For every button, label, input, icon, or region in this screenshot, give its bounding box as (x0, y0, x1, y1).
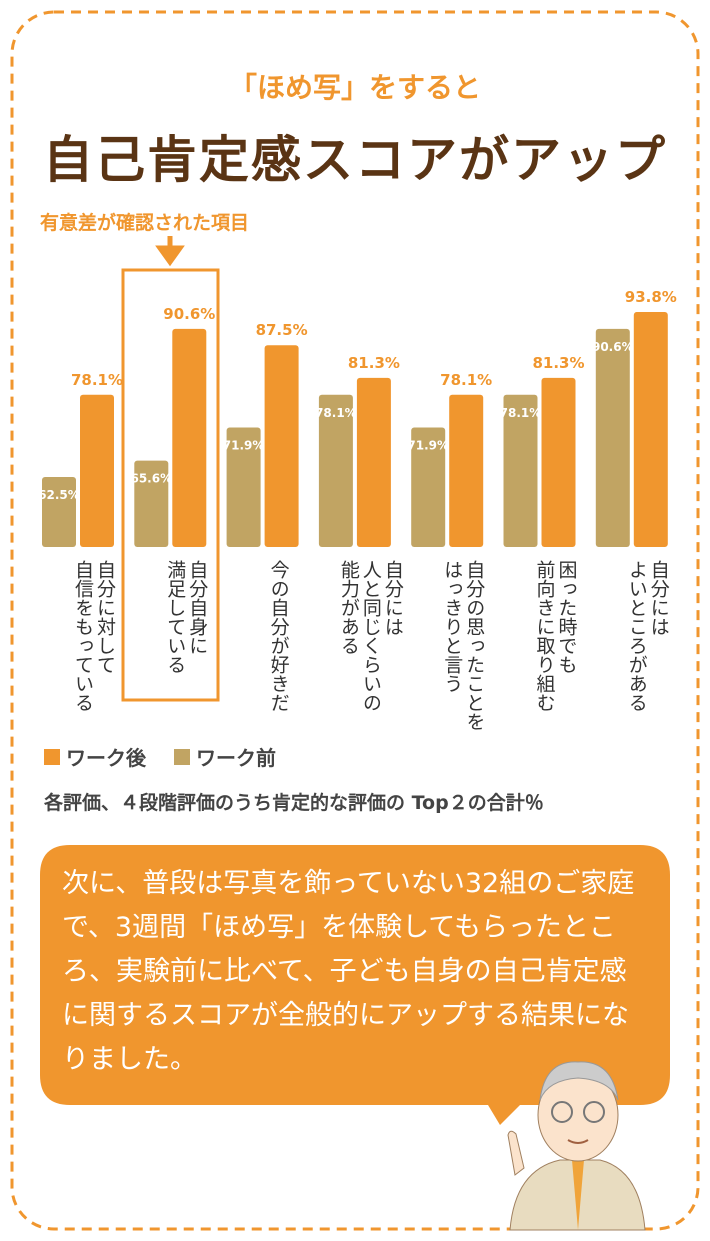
value-label: 71.9% (407, 438, 449, 452)
legend-swatch (44, 748, 60, 765)
value-label: 90.6% (163, 305, 215, 323)
highlight-box (121, 268, 220, 702)
category-label: 自分の思ったことを はっきりと言う (441, 560, 486, 731)
legend-item: ワーク後 (44, 742, 146, 771)
value-label: 93.8% (625, 288, 677, 306)
chart-title: 自己肯定感スコアがアップ (43, 131, 667, 189)
illustration (507, 1061, 646, 1231)
bar (134, 460, 169, 547)
bar (633, 312, 668, 547)
legend-item: ワーク前 (174, 742, 276, 771)
annotation: 有意差が確認された項目 (40, 212, 250, 234)
category-label: 困った時でも 前向きに取り組む (533, 560, 578, 712)
category-label: 自分に対して 自信をもっている (72, 560, 116, 712)
value-label: 81.3% (532, 354, 584, 372)
bar (80, 394, 114, 547)
value-label: 90.6% (592, 340, 634, 354)
bar (595, 328, 630, 547)
bar (226, 427, 261, 547)
bar (449, 394, 484, 547)
value-label: 78.1% (500, 406, 542, 420)
category-label: 自分には よいところがある (625, 560, 670, 712)
category-label: 自分自身に 満足している (164, 560, 209, 674)
subtitle: 「ほめ写」をすると (228, 71, 481, 104)
legend-label: ワーク前 (196, 746, 276, 770)
note: 各評価、４段階評価のうち肯定的な評価の Top２の合計％ (44, 792, 544, 814)
legend-swatch (174, 748, 190, 765)
bar (503, 394, 538, 547)
legend-label: ワーク後 (66, 746, 146, 770)
value-label: 87.5% (256, 321, 308, 339)
value-label: 78.1% (440, 371, 492, 389)
bar (264, 345, 299, 547)
value-label: 62.5% (38, 488, 80, 502)
value-label: 78.1% (315, 406, 357, 420)
bar (411, 427, 446, 547)
category-label: 今の自分が好きだ (267, 560, 290, 712)
bar (42, 477, 76, 547)
value-label: 78.1% (71, 371, 123, 389)
value-label: 71.9% (223, 438, 265, 452)
bar (318, 394, 353, 547)
value-label: 65.6% (130, 472, 172, 486)
dashed-frame (10, 10, 700, 1231)
bar (172, 328, 207, 547)
category-label: 自分には 人と同じくらいの 能力がある (337, 560, 404, 712)
bar (356, 377, 391, 547)
bubble-text: 次に、普段は写真を飾っていない32組のご家庭で、3週間「ほめ写」を体験してもらっ… (62, 868, 635, 1075)
arrow (155, 236, 185, 267)
bar (541, 377, 576, 547)
speech-bubble (40, 845, 670, 1125)
value-label: 81.3% (348, 354, 400, 372)
